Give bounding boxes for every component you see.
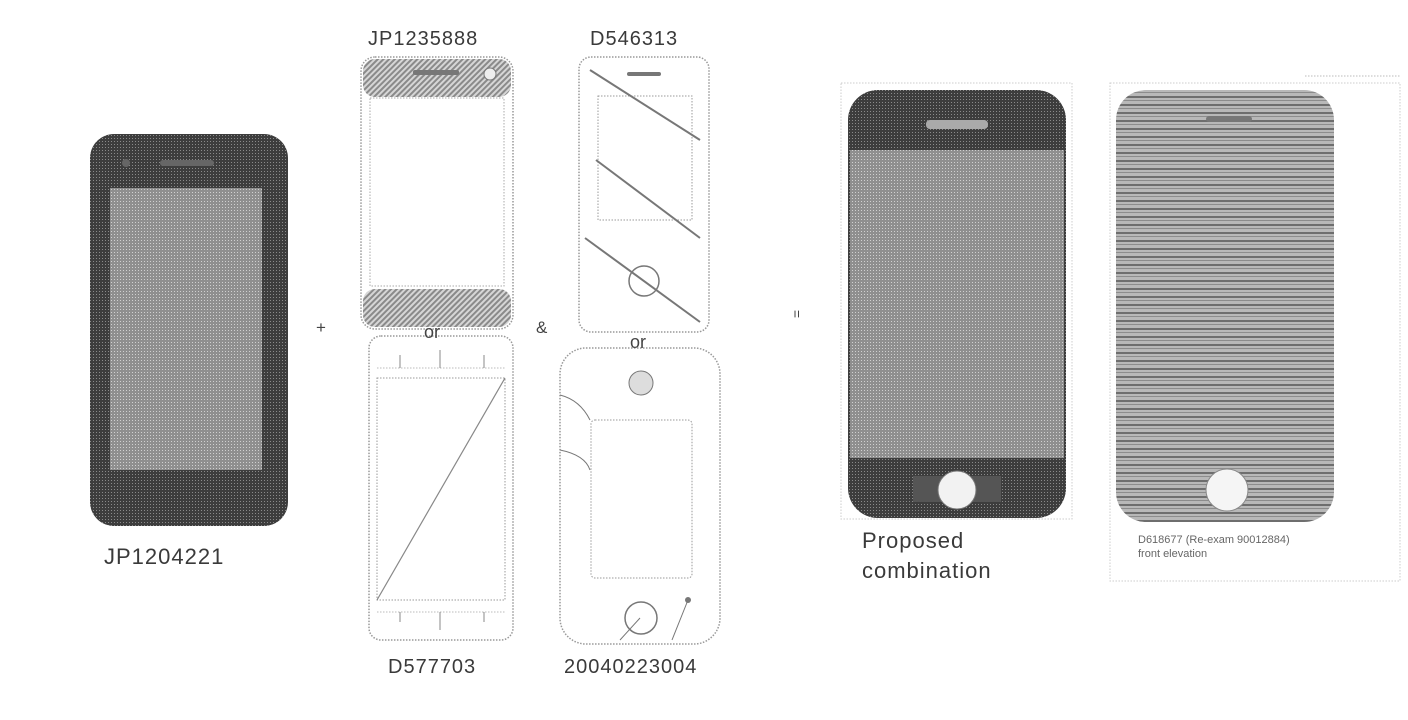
label-20040223004: 20040223004 — [564, 656, 698, 678]
ampersand-operator: & — [536, 318, 548, 337]
phone-d546313 — [578, 56, 710, 333]
phone-d618677 — [1109, 75, 1401, 582]
or-operator-right: or — [630, 332, 647, 352]
label-proposed-line1: Proposed — [862, 528, 965, 553]
label-d577703: D577703 — [388, 656, 477, 678]
label-proposed-line2: combination — [862, 558, 992, 583]
label-jp1204221: JP1204221 — [104, 544, 225, 569]
label-d618677-line1: D618677 (Re-exam 90012884) — [1138, 534, 1290, 546]
phone-jp1235888 — [360, 56, 514, 330]
plus-operator: + — [316, 318, 326, 337]
phone-jp1204221 — [90, 134, 288, 526]
phone-proposed-combination — [840, 82, 1073, 520]
equals-operator: = — [789, 309, 806, 319]
phone-20040223004 — [559, 347, 721, 645]
label-d618677-line2: front elevation — [1138, 548, 1208, 560]
label-d546313: D546313 — [590, 28, 679, 50]
label-jp1235888: JP1235888 — [368, 28, 479, 50]
phone-d577703 — [368, 335, 514, 641]
or-operator-left: or — [424, 322, 441, 342]
